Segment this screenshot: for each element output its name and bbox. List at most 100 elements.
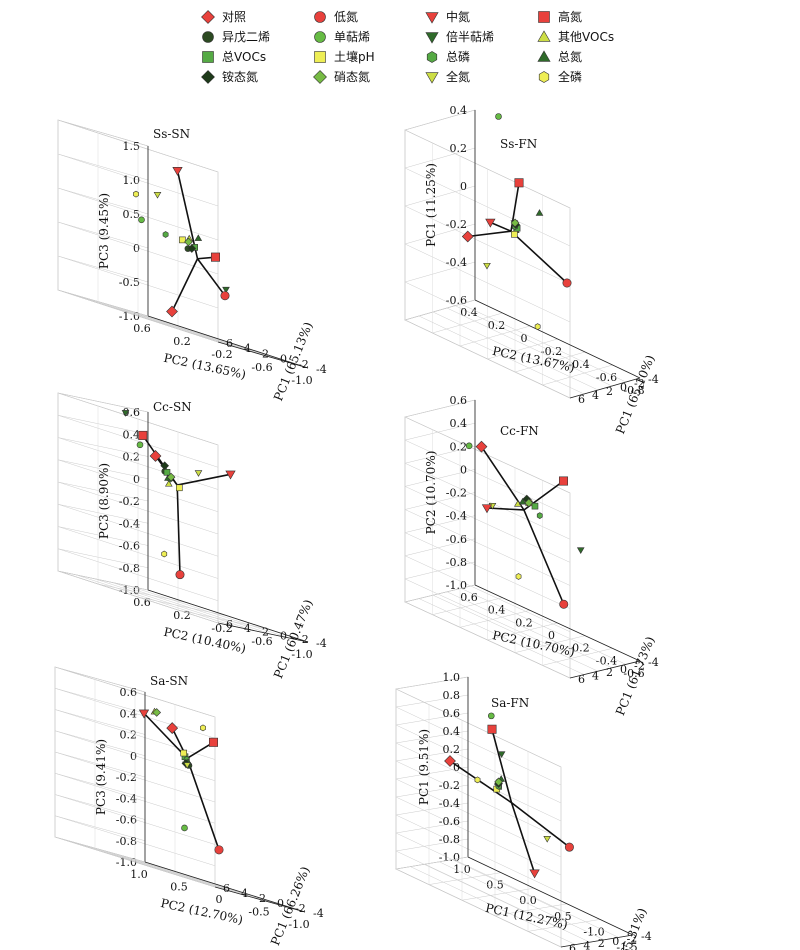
- legend-marker: [425, 12, 439, 24]
- treatment-point: [214, 845, 224, 855]
- legend-label: 总VOCs: [222, 50, 267, 64]
- data-point: [153, 192, 162, 199]
- chart-title: Cc-FN: [500, 424, 539, 438]
- legend-marker-shape: [314, 11, 326, 23]
- legend-label: 单萜烯: [334, 30, 371, 44]
- grid-line: [97, 583, 189, 604]
- grid-line: [404, 223, 476, 245]
- treatment-vector: [523, 509, 565, 605]
- grid-line: [410, 866, 576, 945]
- treatment-point: [166, 722, 179, 734]
- legend-label: 高氮: [558, 10, 583, 24]
- legend-marker: [537, 30, 551, 42]
- legend-marker: [313, 70, 327, 84]
- z-tick-label: 0.6: [123, 406, 141, 419]
- grid-line: [395, 766, 469, 780]
- data-point: [179, 236, 186, 244]
- treatment-point: [166, 305, 178, 318]
- legend-label: 对照: [222, 10, 247, 24]
- z-tick-label: 0: [460, 180, 467, 193]
- legend-marker-shape: [426, 51, 438, 63]
- legend-marker-shape: [425, 72, 439, 84]
- x-axis-title: PC2 (10.40%): [162, 625, 247, 656]
- legend-marker-shape: [538, 71, 550, 83]
- grid-line: [54, 773, 146, 799]
- z-tick-label: 0.4: [450, 417, 468, 430]
- x-axis-title: PC2 (12.70%): [159, 896, 244, 927]
- grid-line: [432, 311, 599, 391]
- y-tick-label: 6: [226, 337, 233, 350]
- legend-marker-shape: [201, 70, 215, 84]
- grid-line: [404, 185, 476, 207]
- grid-line: [57, 504, 149, 524]
- treatment-point: [175, 570, 185, 580]
- x-tick-label: -0.8: [623, 384, 644, 397]
- y-tick-label: -2: [634, 659, 645, 672]
- grid-line: [395, 850, 562, 930]
- grid-line: [487, 622, 558, 641]
- grid-line: [54, 794, 146, 820]
- grid-line: [57, 415, 149, 435]
- legend-marker: [201, 70, 215, 84]
- y-axis: [217, 341, 309, 369]
- z-tick-label: -0.6: [439, 815, 460, 828]
- data-point: [161, 550, 168, 558]
- treatment-point: [529, 869, 540, 879]
- grid-line: [439, 861, 605, 941]
- data-point: [465, 442, 473, 450]
- chart-title: Ss-SN: [153, 127, 190, 141]
- grid-line: [404, 538, 476, 556]
- grid-line: [57, 255, 149, 283]
- x-tick-label: -0.4: [596, 654, 617, 667]
- data-point: [515, 573, 522, 580]
- treatment-vector: [467, 230, 512, 238]
- z-axis-title: PC3 (8.90%): [97, 463, 111, 539]
- data-point: [194, 470, 203, 477]
- grid-line: [459, 610, 531, 628]
- y-tick-label: -4: [316, 363, 327, 376]
- y-tick-label: 6: [578, 393, 585, 406]
- grid-line: [395, 856, 469, 870]
- treatment-point: [475, 440, 488, 453]
- data-point: [176, 484, 183, 492]
- data-point: [510, 218, 520, 228]
- z-tick-label: 0.2: [450, 142, 468, 155]
- grid-line: [57, 187, 149, 215]
- data-point: [531, 502, 539, 510]
- x-tick-label: 0: [216, 893, 223, 906]
- treatment-vector: [177, 473, 231, 486]
- legend-marker: [537, 50, 551, 62]
- grid-line: [395, 820, 469, 834]
- chart-title: Ss-FN: [500, 137, 537, 151]
- grid-line: [54, 751, 146, 778]
- y-tick-label: 0: [620, 663, 627, 676]
- y-tick-label: 2: [606, 385, 613, 398]
- grid-line: [514, 351, 586, 373]
- x-axis: [467, 856, 634, 936]
- x-axis: [147, 589, 309, 643]
- z-tick-label: 1.0: [123, 174, 141, 187]
- grid-line: [404, 109, 476, 131]
- grid-line: [57, 570, 219, 624]
- grid-line: [57, 221, 149, 249]
- grid-line: [395, 814, 562, 894]
- legend-marker-shape: [201, 10, 215, 24]
- grid-line: [395, 802, 469, 816]
- grid-line: [460, 588, 627, 665]
- grid-line: [404, 601, 571, 679]
- y-axis: [569, 660, 641, 679]
- data-point: [483, 262, 491, 270]
- grid-line: [404, 319, 571, 399]
- grid-line: [404, 422, 476, 441]
- x-tick-label: -0.2: [568, 642, 589, 655]
- z-tick-label: -0.4: [116, 792, 137, 805]
- grid-line: [514, 635, 586, 653]
- z-tick-label: 0.6: [120, 686, 138, 699]
- grid-line: [395, 712, 469, 726]
- legend-label: 全磷: [558, 70, 583, 84]
- treatment-point: [514, 178, 524, 188]
- z-tick-label: -0.6: [446, 533, 467, 546]
- data-point: [497, 751, 506, 758]
- y-tick-label: 0: [277, 897, 284, 910]
- grid-line: [57, 119, 149, 147]
